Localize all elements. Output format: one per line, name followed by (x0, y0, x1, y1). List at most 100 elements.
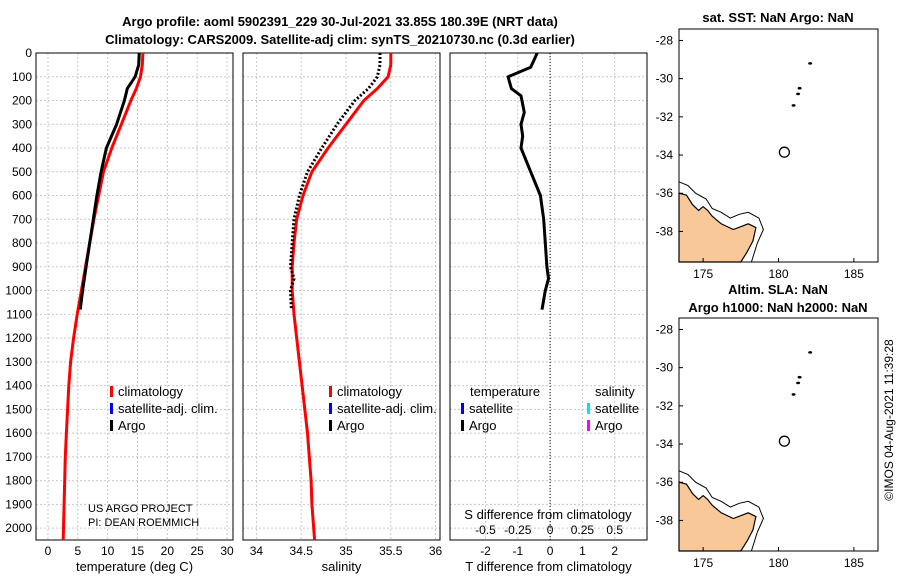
map-island (797, 375, 802, 379)
s-tick-label: -0.25 (504, 523, 532, 537)
legend-satellite-label: satellite-adj. clim. (337, 401, 437, 416)
lat-tick-label: -36 (656, 186, 674, 200)
map-land-north-island (678, 481, 757, 552)
x-tick-label: 5 (74, 544, 81, 558)
temperature-argo-line (78, 52, 141, 310)
lat-tick-label: -30 (656, 361, 674, 375)
legend-argo-label: Argo (118, 418, 145, 433)
x-tick-label: 15 (131, 544, 145, 558)
map-island (797, 86, 802, 90)
depth-tick-label: 200 (12, 94, 32, 108)
legend-s-satellite-swatch (587, 403, 590, 414)
depth-tick-label: 0 (25, 46, 32, 60)
float-location-marker (778, 435, 791, 447)
lat-tick-label: -34 (656, 437, 674, 451)
lon-tick-label: 180 (768, 556, 788, 570)
x-axis-label: salinity (322, 559, 362, 574)
legend-s-satellite-label: satellite (595, 401, 639, 416)
depth-tick-label: 1400 (5, 379, 32, 393)
legend-satellite-swatch (110, 403, 113, 414)
depth-tick-label: 1500 (5, 402, 32, 416)
lat-tick-label: -38 (656, 224, 674, 238)
legend-climatology-swatch (110, 386, 113, 397)
lat-tick-label: -32 (656, 110, 674, 124)
legend-climatology-swatch (329, 386, 332, 397)
map-bathymetry-contour (678, 181, 764, 263)
lon-tick-label: 180 (768, 267, 788, 281)
difference-panel: -2 -1 0 1 2T difference from climatology S di… (449, 52, 648, 574)
x-tick-label: 35 (339, 544, 353, 558)
depth-tick-label: 600 (12, 189, 32, 203)
map-island (791, 393, 796, 396)
depth-tick-label: 1600 (5, 426, 32, 440)
temperature-difference-argo-line (506, 52, 550, 310)
x-axis-label: temperature (deg C) (76, 559, 193, 574)
credit-project: US ARGO PROJECT (88, 503, 193, 515)
x-tick-label: -2 (480, 544, 491, 558)
map-bottom-title1: Altim. SLA: NaN (728, 282, 828, 297)
credit-pi: PI: DEAN ROEMMICH (88, 517, 199, 529)
map-top-title: sat. SST: NaN Argo: NaN (702, 10, 853, 25)
depth-tick-label: 1900 (5, 497, 32, 511)
map-island (796, 92, 801, 96)
x-tick-label: 0 (547, 544, 554, 558)
lat-tick-label: -28 (656, 33, 674, 47)
map-bathymetry-contour (678, 470, 764, 552)
float-location-marker (778, 146, 791, 158)
temperature-legend: climatology satellite-adj. clim. Argo (110, 384, 218, 433)
axes-frame (35, 52, 234, 541)
map-bottom-title2: Argo h1000: NaN h2000: NaN (688, 300, 867, 315)
x-tick-label: 0 (45, 544, 52, 558)
x-tick-label: 34 (250, 544, 264, 558)
lat-tick-label: -34 (656, 148, 674, 162)
depth-tick-label: 500 (12, 165, 32, 179)
lat-tick-label: -36 (656, 475, 674, 489)
map-island (808, 351, 813, 354)
legend-climatology-label: climatology (118, 384, 184, 399)
x-tick-label: 25 (191, 544, 205, 558)
s-tick-label: -0.5 (475, 523, 496, 537)
map-top: -28 -30 -32 -34 -36 -38 175 180 185 (656, 28, 879, 281)
depth-tick-label: 1000 (5, 284, 32, 298)
legend-t-satellite-swatch (461, 403, 464, 414)
x-tick-label: 2 (611, 544, 618, 558)
salinity-legend: climatology satellite-adj. clim. Argo (329, 384, 437, 433)
map-land-north-island (678, 192, 757, 263)
depth-tick-label: 1200 (5, 331, 32, 345)
legend-argo-swatch (110, 420, 113, 431)
depth-tick-label: 1100 (6, 307, 32, 321)
salinity-climatology-line (290, 53, 393, 541)
title-line2: Climatology: CARS2009. Satellite-adj cli… (105, 32, 575, 47)
lon-tick-label: 175 (693, 267, 713, 281)
difference-legend: temperature salinity satellite Argo sate… (461, 384, 639, 433)
credit: US ARGO PROJECT PI: DEAN ROEMMICH (88, 503, 199, 529)
depth-tick-label: 900 (12, 260, 32, 274)
x-tick-label: 20 (161, 544, 175, 558)
axes-frame (242, 52, 441, 541)
x-axis-label: T difference from climatology (465, 559, 632, 574)
map-island (808, 62, 813, 65)
depth-tick-label: 400 (12, 141, 32, 155)
x-tick-label: 10 (101, 544, 115, 558)
depth-tick-label: 800 (12, 236, 32, 250)
depth-tick-label: 700 (12, 212, 32, 226)
x-tick-label: 36 (429, 544, 443, 558)
map-island (791, 104, 796, 107)
depth-tick-label: 1300 (5, 355, 32, 369)
s-tick-label: 0 (547, 523, 554, 537)
lat-tick-label: -32 (656, 399, 674, 413)
x-tick-label: 30 (220, 544, 234, 558)
legend-satellite-swatch (329, 403, 332, 414)
legend-temperature-heading: temperature (470, 384, 540, 399)
s-tick-label: 0.25 (571, 523, 595, 537)
lat-tick-label: -28 (656, 322, 674, 336)
depth-tick-label: 1800 (5, 474, 32, 488)
legend-t-satellite-label: satellite (469, 401, 513, 416)
title-line1: Argo profile: aoml 5902391_229 30-Jul-20… (122, 14, 558, 29)
lat-tick-label: -30 (656, 72, 674, 86)
depth-tick-label: 2000 (5, 521, 32, 535)
x-tick-label: 1 (579, 544, 586, 558)
legend-argo-label: Argo (337, 418, 364, 433)
x-tick-label: -1 (512, 544, 523, 558)
